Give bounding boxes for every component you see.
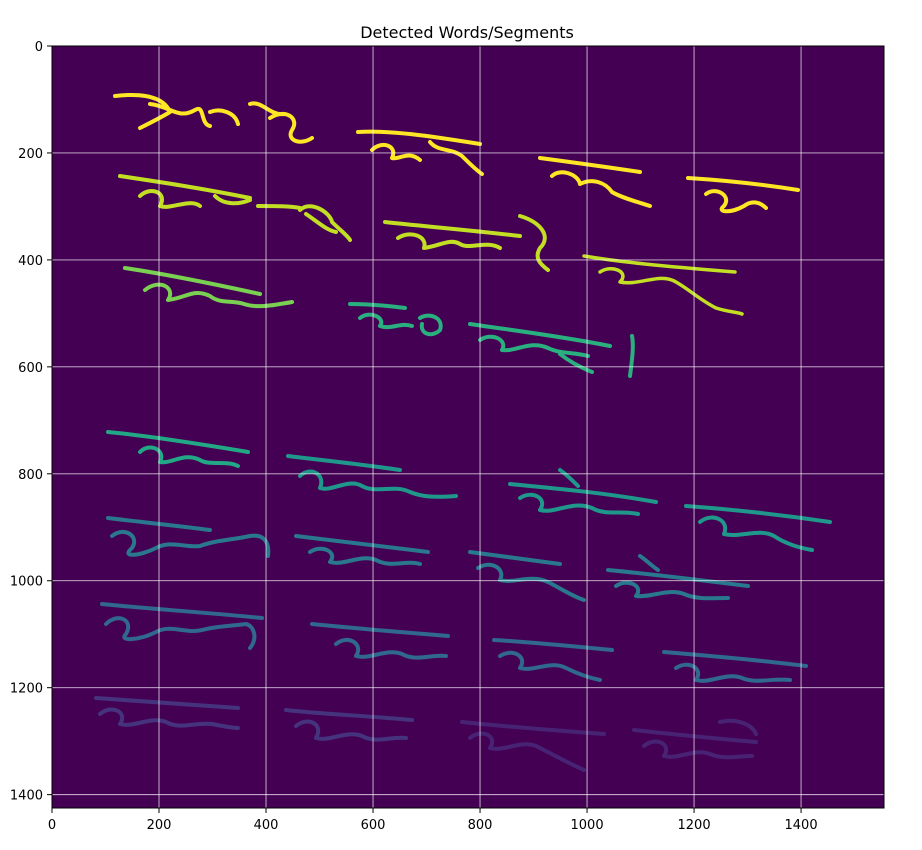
x-tick-label: 0	[48, 818, 56, 833]
segment-group-7	[94, 696, 414, 742]
word-segment	[298, 204, 352, 242]
segment-group-1	[113, 93, 800, 214]
segment-group-3	[123, 266, 294, 309]
x-tick-label: 800	[468, 818, 493, 833]
word-segment	[538, 156, 652, 208]
word-segment	[310, 622, 450, 660]
y-axis: 0 200 400 600 800 1000 1200 1400	[10, 40, 52, 804]
word-segment	[684, 504, 832, 552]
y-tick-label: 200	[18, 147, 43, 162]
word-segment	[356, 129, 484, 176]
word-segment	[100, 602, 264, 650]
y-tick-label: 400	[18, 254, 43, 269]
word-segment	[348, 302, 443, 337]
word-segments	[94, 93, 832, 772]
y-tick-label: 1200	[10, 682, 43, 697]
word-segment	[94, 696, 240, 730]
plot-frame	[51, 45, 885, 809]
y-tick-label: 800	[18, 468, 43, 483]
x-axis: 0 200 400 600 800 1000 1200 1400	[48, 808, 818, 833]
word-segment	[113, 93, 314, 144]
word-segment	[492, 638, 614, 682]
y-tick-label: 600	[18, 361, 43, 376]
y-tick-label: 1000	[10, 575, 43, 590]
chart-title: Detected Words/Segments	[360, 23, 574, 42]
x-tick-label: 200	[147, 818, 172, 833]
x-tick-label: 1000	[571, 818, 604, 833]
x-tick-label: 600	[361, 818, 386, 833]
y-tick-label: 1400	[10, 789, 43, 804]
word-segment	[106, 430, 250, 468]
segment-group-5	[106, 516, 750, 602]
x-tick-label: 1400	[785, 818, 818, 833]
word-segment	[118, 174, 302, 210]
x-tick-label: 1200	[678, 818, 711, 833]
segment-group-2	[118, 174, 744, 316]
word-segment	[294, 534, 430, 566]
word-segment	[582, 254, 744, 316]
segment-group-4	[106, 430, 250, 468]
word-segment	[662, 650, 808, 683]
x-tick-label: 400	[254, 818, 279, 833]
word-segment	[508, 468, 658, 516]
segment-group-6	[100, 602, 808, 683]
word-segment	[383, 214, 550, 272]
word-segment	[468, 322, 635, 378]
segment-group-4b	[286, 454, 832, 552]
word-segment	[123, 266, 294, 309]
word-segment	[286, 454, 458, 499]
word-segment	[468, 550, 586, 602]
word-segment	[106, 516, 271, 558]
word-segment	[686, 176, 800, 214]
word-segment	[284, 708, 414, 742]
word-segment	[606, 554, 750, 601]
word-segment	[460, 720, 606, 772]
segment-group-7b	[460, 718, 758, 772]
segment-group-3b	[348, 302, 635, 378]
y-tick-label: 0	[35, 40, 43, 55]
word-segment	[632, 718, 758, 760]
